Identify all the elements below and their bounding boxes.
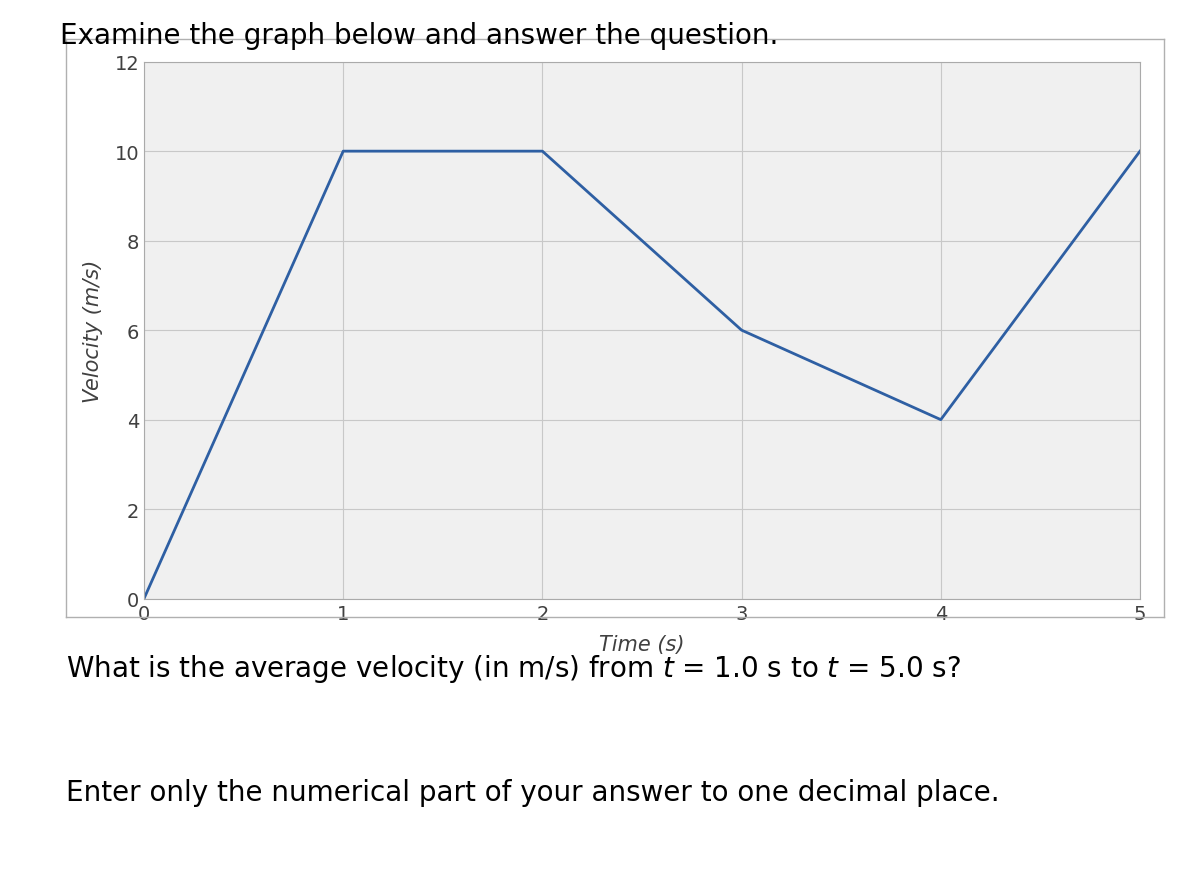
Text: Examine the graph below and answer the question.: Examine the graph below and answer the q… bbox=[60, 22, 779, 50]
X-axis label: Time (s): Time (s) bbox=[599, 634, 685, 654]
Text: What is the average velocity (in m/s) from $t$ = 1.0 s to $t$ = 5.0 s?: What is the average velocity (in m/s) fr… bbox=[66, 653, 961, 685]
Y-axis label: Velocity (m/s): Velocity (m/s) bbox=[83, 259, 103, 402]
Text: Enter only the numerical part of your answer to one decimal place.: Enter only the numerical part of your an… bbox=[66, 778, 1000, 805]
